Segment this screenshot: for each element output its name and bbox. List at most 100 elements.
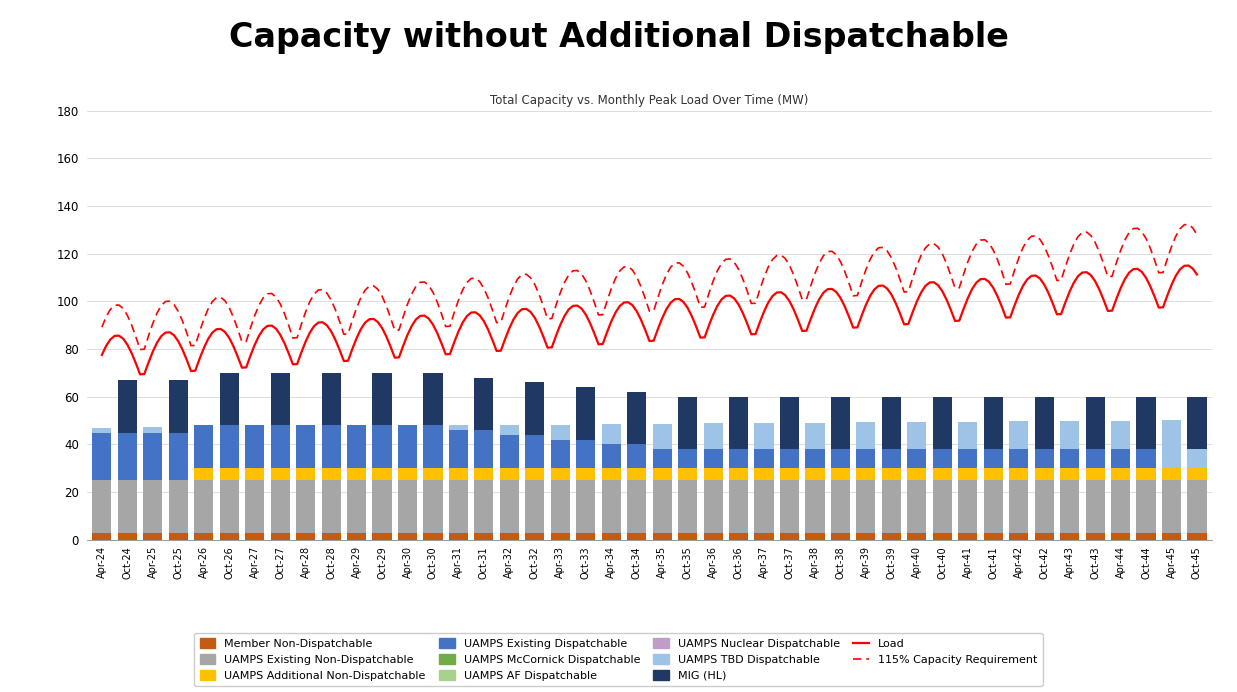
Bar	[168, 480, 188, 533]
Bar	[1162, 468, 1181, 480]
Title: Total Capacity vs. Monthly Peak Load Over Time (MW): Total Capacity vs. Monthly Peak Load Ove…	[490, 94, 809, 107]
Bar	[372, 533, 392, 540]
Bar	[1009, 449, 1028, 468]
Bar	[601, 533, 621, 540]
Bar	[729, 449, 748, 468]
Bar	[500, 533, 518, 540]
Bar	[755, 468, 773, 480]
Bar	[220, 426, 239, 468]
Bar	[474, 468, 494, 480]
Legend: Member Non-Dispatchable, UAMPS Existing Non-Dispatchable, UAMPS Additional Non-D: Member Non-Dispatchable, UAMPS Existing …	[194, 633, 1043, 686]
Bar	[245, 480, 265, 533]
Bar	[398, 480, 417, 533]
Bar	[678, 468, 698, 480]
Bar	[245, 426, 265, 468]
Bar	[118, 432, 137, 480]
Bar	[526, 533, 544, 540]
Bar	[1086, 468, 1105, 480]
Bar	[449, 430, 468, 468]
Bar	[576, 468, 595, 480]
Bar	[805, 449, 825, 468]
Bar	[194, 480, 213, 533]
Bar	[601, 468, 621, 480]
Bar	[831, 468, 850, 480]
Bar	[271, 426, 289, 468]
Bar	[907, 533, 927, 540]
Bar	[372, 480, 392, 533]
Bar	[856, 449, 876, 468]
Bar	[1060, 533, 1079, 540]
Bar	[423, 426, 443, 468]
Bar	[1060, 449, 1079, 468]
Bar	[704, 533, 722, 540]
Bar	[959, 449, 977, 468]
Bar	[423, 480, 443, 533]
Bar	[601, 444, 621, 468]
Bar	[500, 435, 518, 468]
Bar	[653, 533, 672, 540]
Bar	[526, 383, 544, 435]
Bar	[168, 533, 188, 540]
Bar	[1188, 480, 1206, 533]
Bar	[296, 426, 315, 468]
Bar	[245, 468, 265, 480]
Bar	[983, 468, 1003, 480]
Bar	[220, 373, 239, 426]
Bar	[194, 426, 213, 468]
Bar	[322, 468, 340, 480]
Bar	[322, 426, 340, 468]
Bar	[781, 397, 799, 449]
Bar	[296, 480, 315, 533]
Bar	[423, 468, 443, 480]
Bar	[678, 449, 698, 468]
Bar	[143, 432, 162, 480]
Bar	[678, 480, 698, 533]
Bar	[1034, 533, 1054, 540]
Bar	[856, 533, 876, 540]
Bar	[856, 468, 876, 480]
Bar	[627, 444, 646, 468]
Bar	[933, 449, 951, 468]
Bar	[143, 533, 162, 540]
Bar	[781, 468, 799, 480]
Bar	[576, 388, 595, 439]
Bar	[1162, 533, 1181, 540]
Bar	[1188, 397, 1206, 449]
Bar	[704, 468, 722, 480]
Bar	[831, 480, 850, 533]
Bar	[704, 480, 722, 533]
Bar	[933, 468, 951, 480]
Bar	[983, 397, 1003, 449]
Bar	[1111, 421, 1131, 449]
Bar	[729, 480, 748, 533]
Bar	[933, 397, 951, 449]
Bar	[271, 468, 289, 480]
Bar	[449, 425, 468, 430]
Bar	[1162, 420, 1181, 468]
Bar	[729, 468, 748, 480]
Bar	[500, 468, 518, 480]
Bar	[781, 480, 799, 533]
Bar	[474, 378, 494, 430]
Bar	[220, 533, 239, 540]
Bar	[933, 533, 951, 540]
Bar	[1111, 468, 1131, 480]
Bar	[271, 373, 289, 426]
Bar	[576, 439, 595, 468]
Bar	[704, 449, 722, 468]
Bar	[959, 533, 977, 540]
Bar	[831, 449, 850, 468]
Bar	[500, 425, 518, 435]
Bar	[907, 468, 927, 480]
Bar	[755, 423, 773, 449]
Bar	[627, 533, 646, 540]
Bar	[729, 533, 748, 540]
Bar	[805, 480, 825, 533]
Bar	[1034, 397, 1054, 449]
Bar	[1137, 449, 1155, 468]
Bar	[1009, 533, 1028, 540]
Bar	[1162, 480, 1181, 533]
Bar	[601, 480, 621, 533]
Bar	[576, 533, 595, 540]
Bar	[882, 468, 901, 480]
